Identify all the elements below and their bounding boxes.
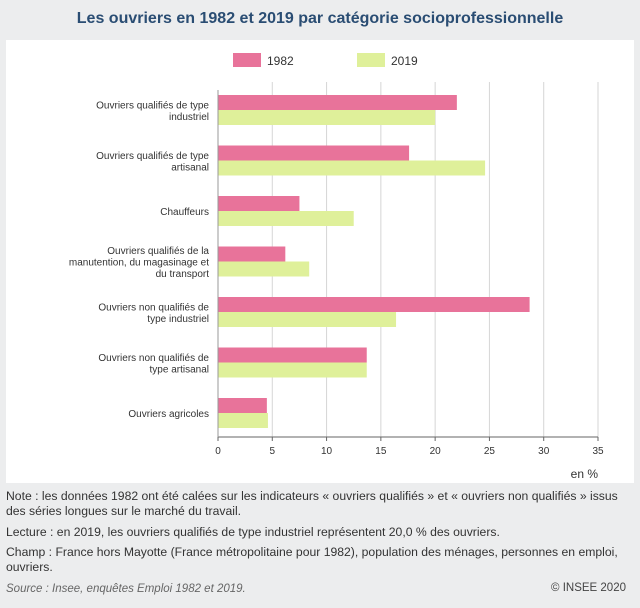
champ-text: Champ : France hors Mayotte (France métr… [6, 545, 618, 574]
x-axis-label: en % [571, 467, 599, 481]
bar-2019 [218, 211, 354, 226]
bar-2019 [218, 312, 397, 327]
source-text: Source : Insee, enquêtes Emploi 1982 et … [6, 583, 246, 595]
lecture-text: Lecture : en 2019, les ouvriers qualifié… [6, 525, 500, 539]
bar-1982 [218, 398, 267, 413]
legend-label-2019: 2019 [391, 54, 418, 68]
legend-label-1982: 1982 [267, 54, 294, 68]
x-tick-label: 10 [321, 446, 333, 457]
bar-1982 [218, 297, 530, 312]
note-text: Note : les données 1982 ont été calées s… [6, 489, 618, 518]
x-tick-label: 15 [375, 446, 387, 457]
bar-chart: 1982 2019 Ouvriers qualifiés de type indust… [69, 53, 604, 481]
legend-swatch-1982 [233, 53, 261, 67]
bar-2019 [218, 362, 367, 378]
bar-1982 [218, 246, 286, 262]
x-tick-label: 5 [270, 446, 276, 457]
bar-1982 [218, 347, 367, 363]
bar-2019 [218, 413, 268, 428]
x-tick-label: 0 [215, 446, 221, 457]
x-tick-label: 20 [430, 446, 442, 457]
category-label: Ouvriers qualifiés de la manutention, du … [69, 246, 210, 280]
chart-title: Les ouvriers en 1982 et 2019 par catégor… [76, 10, 564, 27]
copyright-text: © INSEE 2020 [551, 582, 626, 594]
x-tick-label: 35 [592, 446, 604, 457]
legend-swatch-2019 [357, 53, 385, 67]
bar-2019 [218, 160, 486, 176]
category-label: Ouvriers non qualifiés de type industriel [98, 302, 209, 325]
category-label: Ouvriers qualifiés de type industriel [96, 100, 209, 123]
bar-1982 [218, 145, 410, 161]
x-tick-label: 30 [538, 446, 550, 457]
bar-1982 [218, 196, 300, 211]
category-label: Ouvriers agricoles [128, 409, 209, 420]
bar-2019 [218, 110, 436, 125]
x-tick-label: 25 [484, 446, 496, 457]
category-label: Chauffeurs [160, 207, 209, 218]
bar-2019 [218, 261, 310, 277]
bar-1982 [218, 95, 457, 110]
category-label: Ouvriers qualifiés de type artisanal [96, 151, 209, 174]
category-label: Ouvriers non qualifiés de type artisanal [98, 353, 209, 376]
